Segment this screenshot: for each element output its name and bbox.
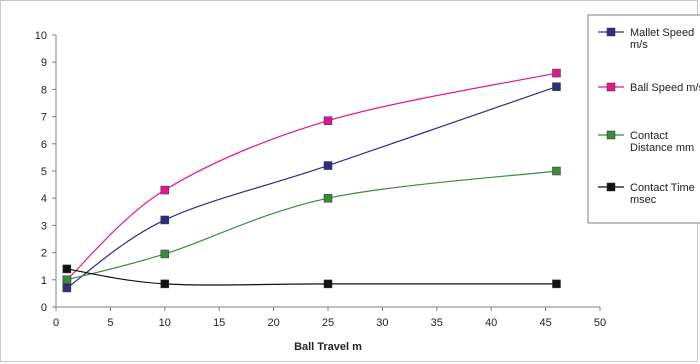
legend-label: msec xyxy=(630,194,657,206)
legend-marker xyxy=(606,27,616,37)
y-tick-label: 0 xyxy=(41,302,47,314)
legend-marker xyxy=(606,182,616,192)
data-point xyxy=(552,279,561,289)
y-tick-label: 8 xyxy=(41,84,47,96)
data-point xyxy=(62,275,72,285)
series-line xyxy=(66,170,557,281)
x-tick-label: 10 xyxy=(159,317,171,329)
legend-label: Contact xyxy=(630,130,668,142)
legend-label: Ball Speed m/s xyxy=(630,82,700,94)
legend-label: m/s xyxy=(630,39,648,51)
x-tick-label: 30 xyxy=(376,317,388,329)
data-point xyxy=(323,161,333,170)
y-tick-label: 3 xyxy=(41,220,47,232)
data-point xyxy=(160,185,170,195)
x-tick-label: 45 xyxy=(539,317,551,329)
y-tick-label: 6 xyxy=(41,139,47,151)
y-tick-label: 4 xyxy=(41,193,47,205)
series-line xyxy=(66,72,557,281)
y-tick-label: 7 xyxy=(41,112,47,124)
x-tick-label: 35 xyxy=(431,317,443,329)
legend-label: Distance mm xyxy=(630,142,694,154)
legend-marker xyxy=(606,82,616,92)
y-tick-label: 2 xyxy=(41,248,47,260)
legend-box xyxy=(587,14,700,224)
legend-marker xyxy=(606,130,616,140)
y-tick-label: 1 xyxy=(41,275,47,287)
data-point xyxy=(323,193,333,203)
series-0 xyxy=(62,82,561,293)
data-point xyxy=(552,166,561,176)
series-3 xyxy=(62,264,561,289)
data-point xyxy=(160,279,170,289)
series-line xyxy=(66,86,557,289)
x-tick-label: 20 xyxy=(267,317,279,329)
data-point xyxy=(62,283,72,293)
series-2 xyxy=(62,166,561,285)
data-point xyxy=(323,116,333,125)
x-tick-label: 5 xyxy=(107,317,113,329)
data-point xyxy=(62,264,72,274)
y-tick-label: 5 xyxy=(41,166,47,178)
y-tick-label: 9 xyxy=(41,57,47,69)
data-point xyxy=(552,82,561,91)
x-tick-label: 15 xyxy=(213,317,225,329)
y-tick-label: 10 xyxy=(35,30,47,42)
data-point xyxy=(160,215,170,225)
series-1 xyxy=(62,68,561,285)
data-point xyxy=(552,68,561,78)
x-tick-label: 40 xyxy=(485,317,497,329)
legend-label: Mallet Speed xyxy=(630,27,694,39)
x-axis-title: Ball Travel m xyxy=(294,341,362,353)
x-tick-label: 50 xyxy=(594,317,606,329)
legend-item: Ball Speed m/s xyxy=(598,82,700,94)
legend-label: Contact Time xyxy=(630,182,695,194)
x-tick-label: 0 xyxy=(53,317,59,329)
x-tick-label: 25 xyxy=(322,317,334,329)
data-point xyxy=(160,249,170,259)
series-line xyxy=(66,268,557,286)
data-point xyxy=(323,279,333,289)
